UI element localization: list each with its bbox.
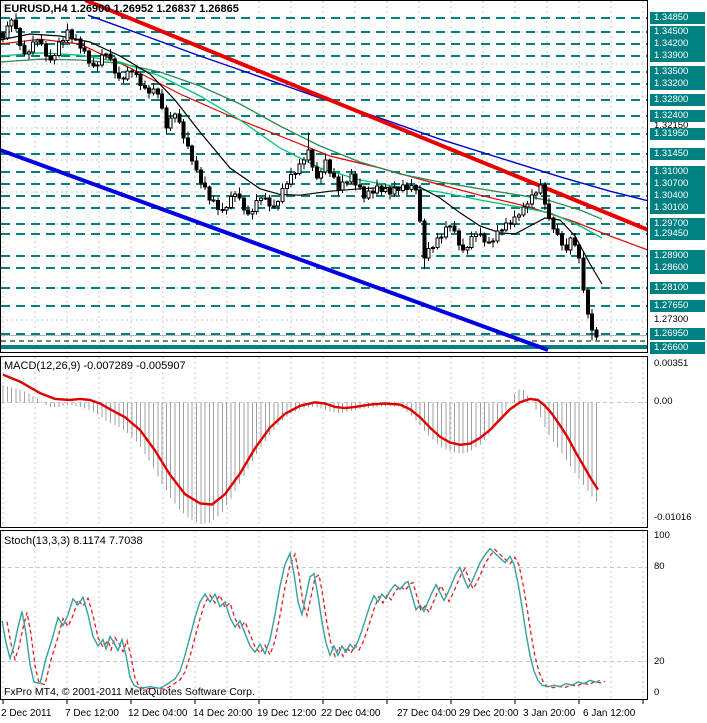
time-axis-ticks <box>2 700 644 704</box>
chart-title-ohlc: EURUSD,H4 1.26900 1.26952 1.26837 1.2686… <box>4 3 239 15</box>
price-level-badge: 1.27650 <box>650 300 705 312</box>
macd-canvas[interactable] <box>0 356 648 528</box>
price-level-badge: 1.33500 <box>650 66 705 78</box>
macd-axis-zero: 0.00 <box>654 396 673 407</box>
price-axis-label: 1.27300 <box>654 314 689 325</box>
price-axis-label: 1.32150 <box>654 120 689 131</box>
price-level-badge: 1.31950 <box>650 128 705 140</box>
price-level-badge: 1.28900 <box>650 250 705 262</box>
macd-indicator-label: MACD(12,26,9) -0.007289 -0.005907 <box>4 360 186 372</box>
stochastic-canvas[interactable] <box>0 530 648 700</box>
stoch-axis-label: 80 <box>654 561 665 572</box>
price-level-badge: 1.32800 <box>650 94 705 106</box>
time-axis[interactable]: 2 Dec 2011 7 Dec 12:00 12 Dec 04:00 14 Dec … <box>0 700 707 723</box>
platform-copyright: FxPro MT4, © 2001-2011 MetaQuotes Softwa… <box>4 686 255 698</box>
candles <box>1 13 599 341</box>
price-level-badge: 1.33200 <box>650 78 705 90</box>
stoch-indicator-label: Stoch(13,3,3) 8.1174 7.7038 <box>4 535 143 547</box>
time-axis-label: 27 Dec 04:00 <box>397 708 457 719</box>
main-price-chart[interactable] <box>0 0 648 353</box>
price-level-badge: 1.28600 <box>650 262 705 274</box>
price-level-badge: 1.30700 <box>650 178 705 190</box>
price-level-badge: 1.34850 <box>650 12 705 24</box>
stochastic-indicator-panel[interactable] <box>0 530 648 700</box>
time-axis-label: 22 Dec 04:00 <box>321 708 381 719</box>
price-level-badge: 1.30400 <box>650 190 705 202</box>
macd-indicator-panel[interactable] <box>0 356 648 528</box>
ma-blue-slow <box>87 14 648 202</box>
time-axis-label: 2 Dec 2011 <box>1 708 52 719</box>
time-axis-label: 7 Dec 12:00 <box>65 708 119 719</box>
time-axis-label: 19 Dec 12:00 <box>257 708 317 719</box>
macd-axis-bottom: -0.01016 <box>654 512 692 523</box>
candlestick-canvas[interactable] <box>0 0 648 353</box>
price-axis[interactable]: 1.32150 1.27300 1.34850 1.34500 1.34200 1.339… <box>648 0 707 700</box>
stoch-d-line <box>6 548 606 690</box>
price-level-badge: 1.26950 <box>650 328 705 340</box>
price-level-badge: 1.32400 <box>650 110 705 122</box>
resistance-trendline <box>84 0 648 233</box>
stoch-axis-label: 0 <box>654 687 660 698</box>
time-axis-label: 12 Dec 04:00 <box>128 708 188 719</box>
price-level-badge: 1.31450 <box>650 148 705 160</box>
support-trendline <box>0 148 549 352</box>
price-level-badge: 1.28100 <box>650 282 705 294</box>
price-level-badge: 1.30100 <box>650 202 705 214</box>
price-level-badge: 1.31000 <box>650 166 705 178</box>
stoch-k-line <box>1 547 601 690</box>
time-axis-label: 14 Dec 20:00 <box>193 708 253 719</box>
price-level-badge: 1.34500 <box>650 26 705 38</box>
time-axis-label: 3 Jan 20:00 <box>523 708 576 719</box>
ma-green-bright <box>0 52 603 239</box>
price-level-badge: 1.26600 <box>650 342 705 354</box>
time-axis-label: 29 Dec 20:00 <box>459 708 519 719</box>
macd-axis-top: 0.00351 <box>654 358 689 369</box>
stoch-axis-label: 20 <box>654 656 665 667</box>
price-level-badge: 1.33900 <box>650 50 705 62</box>
price-level-badge: 1.29450 <box>650 228 705 240</box>
time-axis-label: 6 Jan 12:00 <box>583 708 636 719</box>
price-level-badge: 1.29700 <box>650 218 705 230</box>
macd-signal-line <box>2 373 600 506</box>
price-level-badge: 1.34200 <box>650 38 705 50</box>
stoch-axis-label: 100 <box>654 530 670 541</box>
